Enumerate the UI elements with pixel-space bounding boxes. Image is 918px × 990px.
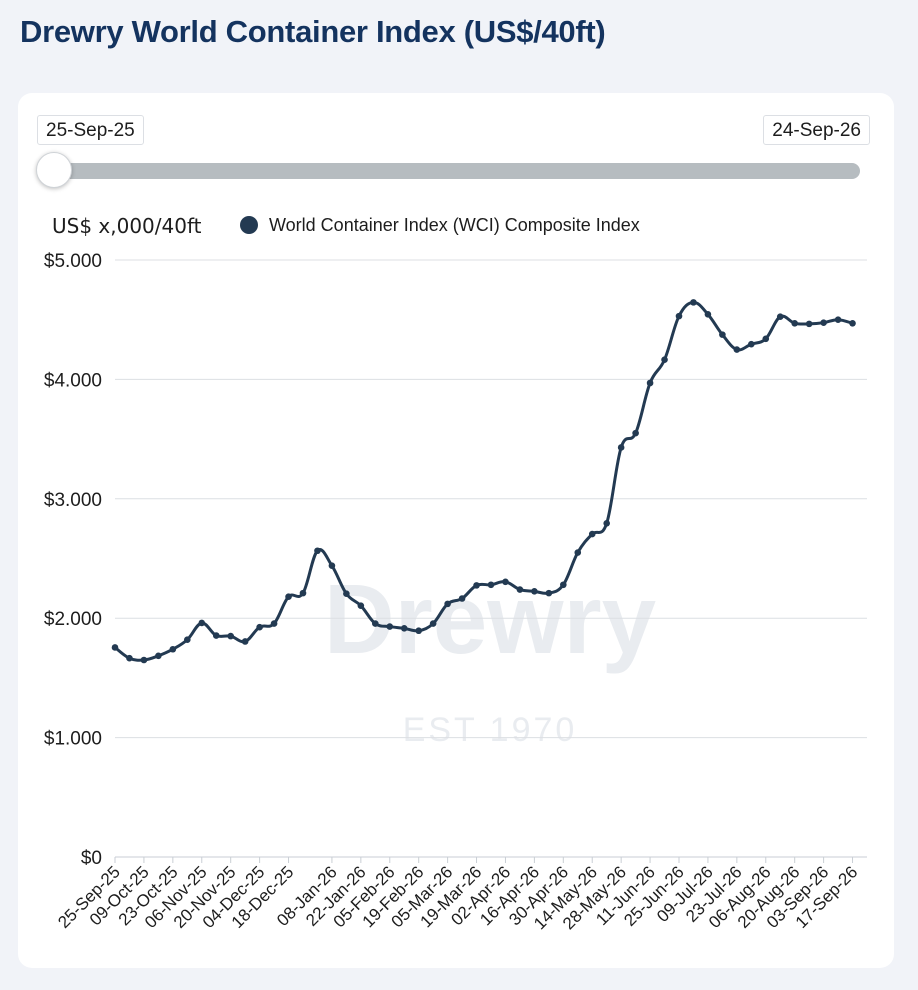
y-tick-label: $1.000 [44,729,102,750]
range-slider-track[interactable] [40,163,860,179]
data-point[interactable] [675,312,683,320]
data-point[interactable] [733,346,741,353]
data-point[interactable] [805,320,813,328]
data-point[interactable] [328,562,336,569]
series-points [111,299,856,664]
data-point[interactable] [299,589,307,597]
data-point[interactable] [212,632,220,639]
data-point[interactable] [690,299,697,306]
data-point[interactable] [791,319,798,327]
y-tick-label: $0 [81,848,102,869]
range-end-label: 24-Sep-26 [763,115,870,145]
data-point[interactable] [169,645,177,653]
data-point[interactable] [820,319,827,326]
data-point[interactable] [155,652,162,660]
data-point[interactable] [588,530,596,538]
data-point[interactable] [661,356,668,363]
chart-card: 25-Sep-25 24-Sep-26 Drewry EST 1970 US$ … [18,93,894,968]
y-tick-label: $2.000 [44,609,102,630]
gridlines [115,259,867,858]
data-point[interactable] [574,549,582,556]
data-point[interactable] [632,429,639,437]
data-point[interactable] [227,632,234,640]
data-point[interactable] [184,636,191,643]
data-point[interactable] [545,589,553,597]
data-point[interactable] [719,331,726,338]
data-point[interactable] [776,313,784,321]
data-point[interactable] [270,620,278,627]
watermark-brand: Drewry [324,564,656,674]
data-point[interactable] [415,627,422,635]
data-point[interactable] [516,586,524,593]
data-point[interactable] [748,340,755,348]
line-chart: Drewry EST 1970 US$ x,000/40ft World Con… [44,214,867,933]
watermark-est: EST 1970 [403,711,578,749]
data-point[interactable] [241,638,249,645]
y-tick-label: $5.000 [44,251,102,272]
legend[interactable]: World Container Index (WCI) Composite In… [240,215,640,235]
data-point[interactable] [285,593,292,601]
data-point[interactable] [473,582,480,589]
data-point[interactable] [256,623,263,631]
data-point[interactable] [646,379,654,387]
data-point[interactable] [487,581,495,589]
legend-marker [240,216,258,234]
data-point[interactable] [531,588,538,595]
y-axis: $0 $1.000 $2.000 $3.000 $4.000 $5.000 [44,251,102,869]
data-point[interactable] [444,600,451,608]
y-axis-unit-label: US$ x,000/40ft [52,214,202,238]
data-point[interactable] [111,644,119,651]
range-start-label: 25-Sep-25 [37,115,144,145]
data-point[interactable] [386,623,394,630]
data-point[interactable] [314,547,321,555]
y-tick-label: $4.000 [44,370,102,391]
data-point[interactable] [372,620,379,627]
series-line-wci [113,300,855,662]
data-point[interactable] [704,311,712,318]
x-axis: 25-Sep-2509-Oct-2523-Oct-2506-Nov-2520-N… [54,857,861,933]
drewry-watermark: Drewry EST 1970 [324,564,656,749]
legend-label: World Container Index (WCI) Composite In… [269,215,640,235]
data-point[interactable] [502,578,509,586]
data-point[interactable] [762,335,770,343]
data-point[interactable] [458,595,466,602]
data-point[interactable] [849,319,856,327]
data-point[interactable] [343,590,350,598]
data-point[interactable] [834,316,842,323]
range-slider-handle[interactable] [36,152,72,188]
data-point[interactable] [357,602,365,609]
y-tick-label: $3.000 [44,490,102,511]
data-point[interactable] [400,625,408,632]
data-point[interactable] [140,656,148,664]
data-point[interactable] [198,619,206,627]
data-point[interactable] [560,581,567,589]
data-point[interactable] [603,519,610,527]
page-title: Drewry World Container Index (US$/40ft) [20,14,606,49]
data-point[interactable] [126,654,133,662]
data-point[interactable] [617,444,625,451]
data-point[interactable] [429,620,437,627]
